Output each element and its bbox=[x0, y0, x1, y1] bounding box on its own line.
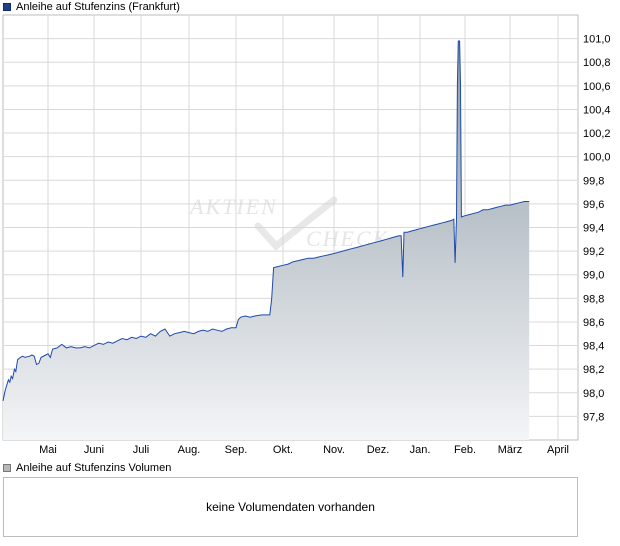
x-axis: Mai Juni Juli Aug. Sep. Okt. Nov. Dez. Jan. Feb. M… bbox=[39, 444, 569, 456]
y-tick-label: 98,6 bbox=[583, 317, 604, 329]
y-tick-label: 99,0 bbox=[583, 270, 604, 282]
x-tick-label: März bbox=[498, 444, 522, 456]
x-tick-label: Nov. bbox=[323, 444, 345, 456]
price-line bbox=[2, 40, 530, 402]
x-tick-label: Juni bbox=[84, 444, 104, 456]
y-tick-label: 100,8 bbox=[583, 57, 611, 69]
y-tick-label: 97,8 bbox=[583, 411, 604, 423]
x-tick-label: Sep. bbox=[225, 444, 248, 456]
y-tick-label: 101,0 bbox=[583, 34, 611, 46]
y-tick-label: 99,6 bbox=[583, 199, 604, 211]
x-tick-label: Aug. bbox=[178, 444, 201, 456]
price-legend: Anleihe auf Stufenzins (Frankfurt) bbox=[3, 0, 180, 14]
y-tick-label: 100,0 bbox=[583, 152, 611, 164]
price-legend-swatch bbox=[3, 3, 11, 11]
y-tick-label: 100,4 bbox=[583, 104, 611, 116]
x-tick-label: Dez. bbox=[367, 444, 390, 456]
y-tick-label: 99,4 bbox=[583, 223, 604, 235]
y-tick-label: 99,8 bbox=[583, 175, 604, 187]
x-tick-label: Okt. bbox=[273, 444, 293, 456]
volume-empty-message: keine Volumendaten vorhanden bbox=[206, 500, 375, 514]
y-tick-label: 100,6 bbox=[583, 81, 611, 93]
price-chart: AKTIEN CHECK 97,8 98,0 98,2 98,4 98,6 98,8 99,… bbox=[2, 14, 611, 456]
watermark-logo: AKTIEN CHECK bbox=[188, 194, 387, 251]
x-tick-label: Juli bbox=[133, 444, 150, 456]
x-tick-label: April bbox=[547, 444, 569, 456]
volume-panel: keine Volumendaten vorhanden bbox=[3, 477, 578, 537]
y-tick-label: 98,2 bbox=[583, 364, 604, 376]
y-tick-label: 98,4 bbox=[583, 341, 604, 353]
x-tick-label: Jan. bbox=[410, 444, 431, 456]
y-tick-label: 100,2 bbox=[583, 128, 611, 140]
watermark-check-icon bbox=[254, 196, 338, 251]
x-tick-label: Mai bbox=[39, 444, 57, 456]
y-axis: 97,8 98,0 98,2 98,4 98,6 98,8 99,0 99,2 99,4 99,6… bbox=[583, 34, 611, 424]
price-area bbox=[3, 41, 530, 440]
y-tick-label: 98,0 bbox=[583, 388, 604, 400]
volume-legend-label: Anleihe auf Stufenzins Volumen bbox=[16, 462, 172, 474]
volume-legend: Anleihe auf Stufenzins Volumen bbox=[3, 461, 171, 475]
x-tick-label: Feb. bbox=[454, 444, 476, 456]
y-tick-label: 98,8 bbox=[583, 293, 604, 305]
y-tick-label: 99,2 bbox=[583, 246, 604, 258]
volume-legend-swatch bbox=[3, 464, 11, 472]
price-legend-label: Anleihe auf Stufenzins (Frankfurt) bbox=[16, 1, 180, 13]
watermark-text-1: AKTIEN bbox=[188, 194, 278, 219]
